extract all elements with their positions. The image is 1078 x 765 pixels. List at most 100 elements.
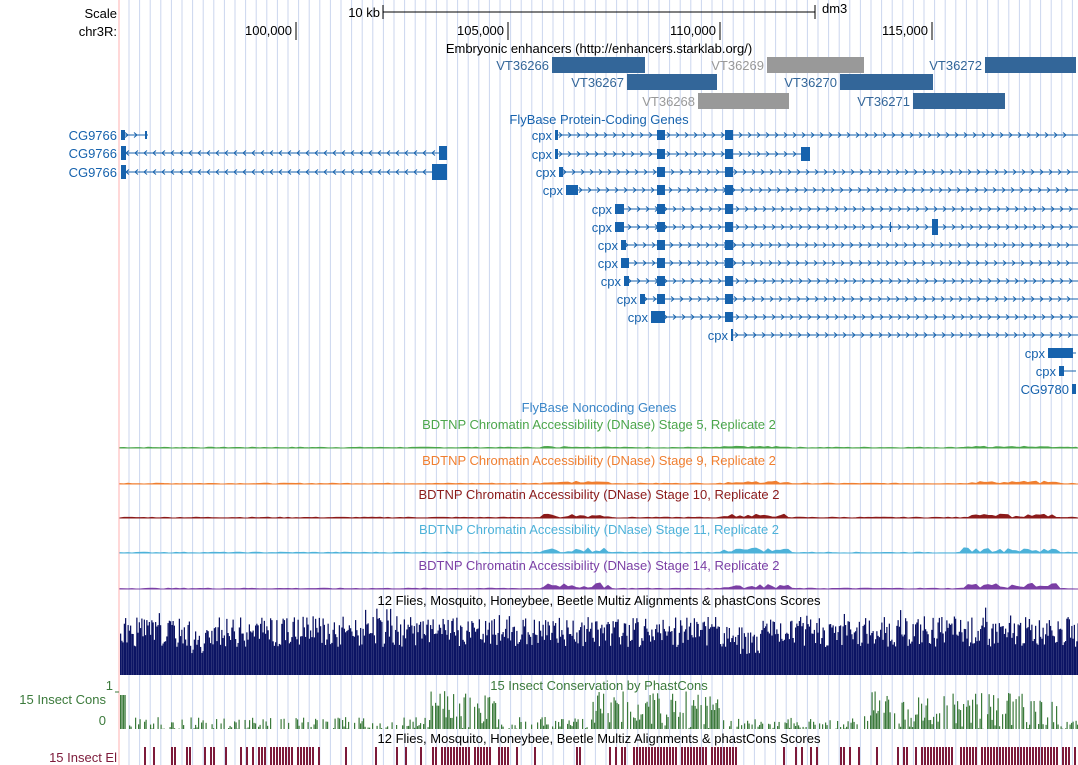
phastcons-bar: [885, 701, 887, 729]
enhancer-label[interactable]: VT36269: [711, 58, 764, 73]
gene-label[interactable]: cpx: [601, 274, 622, 289]
gene-model[interactable]: [615, 204, 1078, 214]
multiz-bar: [792, 637, 794, 675]
gene-label[interactable]: cpx: [598, 256, 619, 271]
multiz-bar: [436, 633, 438, 675]
phastcons-bar: [657, 693, 659, 729]
gene-model[interactable]: [555, 130, 1078, 140]
enhancer-bar[interactable]: [913, 93, 1005, 109]
enhancer-bar[interactable]: [767, 57, 864, 73]
gene-model[interactable]: [1072, 384, 1076, 394]
multiz-bar: [530, 636, 532, 675]
conserved-element: [996, 747, 998, 765]
enhancer-label[interactable]: VT36272: [929, 58, 982, 73]
strand-arrow: [1005, 224, 1010, 230]
noncoding-genes-track[interactable]: FlyBase Noncoding Genes: [522, 400, 677, 415]
conserved-element: [699, 747, 701, 765]
enhancer-bar[interactable]: [840, 74, 933, 90]
multiz-bar: [403, 619, 405, 675]
multiz-bar: [538, 621, 540, 675]
multiz-bar: [158, 613, 160, 675]
strand-arrow: [920, 187, 925, 193]
enhancer-bar[interactable]: [985, 57, 1076, 73]
gene-label[interactable]: CG9766: [69, 165, 117, 180]
gene-label[interactable]: cpx: [532, 128, 553, 143]
gene-label[interactable]: cpx: [543, 183, 564, 198]
gene-label[interactable]: cpx: [628, 310, 649, 325]
gene-model[interactable]: [121, 130, 148, 140]
gene-model[interactable]: [566, 185, 1078, 195]
multiz-bar: [426, 624, 428, 675]
elements-side-label[interactable]: 15 Insect El: [49, 750, 117, 765]
enhancer-label[interactable]: VT36268: [642, 94, 695, 109]
gene-model[interactable]: [121, 146, 447, 160]
multiz-bar: [821, 638, 823, 675]
multiz-bar: [342, 616, 344, 675]
gene-label[interactable]: cpx: [708, 328, 729, 343]
strand-arrow: [774, 151, 779, 157]
multiz-bar: [668, 626, 670, 675]
gene-model[interactable]: [1048, 348, 1076, 358]
multiz-bar: [960, 619, 962, 675]
gene-model[interactable]: [615, 219, 1078, 235]
phastcons-bar: [856, 724, 858, 729]
phastcons-bar: [634, 718, 636, 729]
phastcons-bar: [748, 723, 750, 729]
multiz-bar: [833, 632, 835, 675]
gene-label[interactable]: cpx: [536, 165, 557, 180]
dnase-tracks[interactable]: BDTNP Chromatin Accessibility (DNase) St…: [119, 417, 1078, 590]
strand-arrow: [642, 242, 647, 248]
enhancers-track[interactable]: Embryonic enhancers (http://enhancers.st…: [446, 41, 1076, 109]
phastcons-bar: [337, 717, 339, 729]
gene-model[interactable]: [651, 311, 1078, 323]
gene-model[interactable]: [1059, 366, 1076, 376]
gene-model[interactable]: [121, 164, 447, 180]
strand-arrow: [833, 332, 838, 338]
phastcons-side-label[interactable]: 15 Insect Cons: [19, 692, 106, 707]
strand-arrow: [922, 296, 927, 302]
gene-label[interactable]: cpx: [592, 220, 613, 235]
gene-model[interactable]: [731, 329, 1078, 341]
strand-arrow: [672, 278, 677, 284]
protein-coding-genes-track[interactable]: FlyBase Protein-Coding GenesCG9766CG9766…: [69, 112, 1078, 397]
gene-model[interactable]: [621, 258, 1078, 268]
gene-label[interactable]: cpx: [617, 292, 638, 307]
gene-model[interactable]: [621, 240, 1078, 250]
enhancer-bar[interactable]: [698, 93, 789, 109]
gene-model[interactable]: [559, 167, 1078, 177]
enhancer-label[interactable]: VT36270: [784, 75, 837, 90]
gene-label[interactable]: cpx: [598, 238, 619, 253]
gene-label[interactable]: cpx: [1036, 364, 1057, 379]
enhancer-bar[interactable]: [627, 74, 717, 90]
multiz-bar: [766, 623, 768, 675]
gene-label[interactable]: CG9766: [69, 146, 117, 161]
multiz-bar: [365, 609, 367, 675]
strand-arrow: [287, 169, 292, 175]
conservation-tracks[interactable]: 12 Flies, Mosquito, Honeybee, Beetle Mul…: [19, 593, 1078, 765]
gene-label[interactable]: CG9780: [1021, 382, 1069, 397]
strand-arrow: [930, 260, 935, 266]
gene-label[interactable]: CG9766: [69, 128, 117, 143]
strand-arrow: [850, 296, 855, 302]
multiz-bar: [121, 640, 123, 675]
strand-arrow: [1059, 206, 1064, 212]
multiz-bar: [517, 643, 519, 675]
gene-model[interactable]: [640, 294, 1078, 304]
multiz-bar: [276, 620, 278, 675]
gene-label[interactable]: cpx: [1025, 346, 1046, 361]
enhancer-label[interactable]: VT36266: [496, 58, 549, 73]
gene-model[interactable]: [624, 276, 1078, 286]
strand-arrow: [912, 242, 917, 248]
multiz-bar: [632, 618, 634, 675]
enhancer-label[interactable]: VT36267: [571, 75, 624, 90]
strand-arrow: [931, 296, 936, 302]
enhancer-bar[interactable]: [552, 57, 645, 73]
gene-model[interactable]: [555, 147, 810, 161]
gene-label[interactable]: cpx: [532, 147, 553, 162]
gene-label[interactable]: cpx: [592, 202, 613, 217]
enhancer-label[interactable]: VT36271: [857, 94, 910, 109]
multiz-bar: [200, 646, 202, 675]
